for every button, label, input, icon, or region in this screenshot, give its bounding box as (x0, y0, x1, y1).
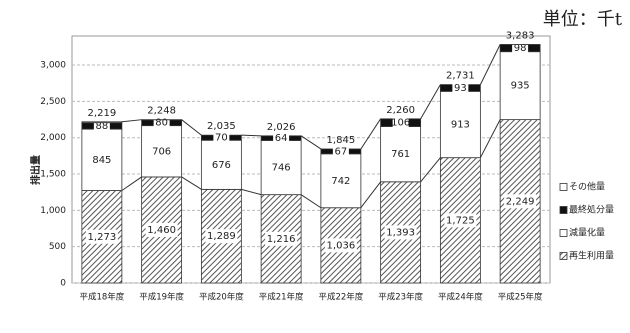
connector (300, 135, 322, 150)
connector (479, 44, 501, 85)
label-box (332, 145, 349, 158)
y-tick-label: 1,500 (40, 170, 66, 180)
data-label: 676 (212, 160, 231, 171)
label-box (205, 229, 238, 244)
connector (121, 119, 142, 123)
label-box (452, 81, 469, 94)
total-label: 2,035 (207, 121, 236, 132)
y-tick-label: 1,000 (40, 206, 66, 216)
bar-segment (380, 126, 422, 183)
label-box (444, 213, 477, 228)
data-label: 1,393 (386, 227, 415, 238)
data-label: 746 (272, 163, 291, 174)
legend-label: 最終処分量 (569, 204, 614, 216)
x-tick-label: 平成23年度 (378, 292, 423, 303)
connector (420, 84, 441, 120)
data-label: 706 (152, 146, 171, 157)
x-tick-label: 平成22年度 (318, 292, 363, 303)
total-label: 2,026 (267, 122, 296, 133)
connector (181, 119, 202, 136)
x-tick-label: 平成19年度 (139, 292, 184, 303)
legend-swatch (559, 183, 568, 191)
label-box (265, 231, 298, 246)
data-label: 2,249 (506, 196, 535, 207)
data-label: 913 (451, 120, 470, 131)
data-label: 1,460 (147, 225, 176, 236)
data-label: 1,725 (446, 215, 475, 226)
connector (420, 157, 441, 183)
label-box (384, 225, 417, 240)
data-label: 742 (331, 176, 350, 187)
legend-swatch (559, 229, 568, 237)
data-label: 1,216 (267, 234, 296, 245)
total-label: 3,283 (506, 30, 535, 41)
label-box (324, 238, 357, 253)
legend-label: その他量 (569, 181, 605, 193)
x-tick-label: 平成18年度 (79, 292, 124, 303)
x-tick-label: 平成20年度 (199, 292, 244, 303)
data-label: 88 (96, 121, 109, 132)
legend-swatch (559, 252, 568, 260)
legend-swatch (559, 206, 568, 214)
data-label: 93 (454, 83, 467, 94)
x-tick-label: 平成25年度 (498, 292, 543, 303)
bar-segment (81, 121, 123, 124)
connector (300, 194, 322, 209)
label-box (213, 131, 230, 144)
x-tick-label: 平成21年度 (259, 292, 304, 303)
total-label: 2,219 (88, 108, 117, 119)
label-box (85, 229, 118, 244)
y-axis-label: 排出量 (29, 155, 42, 185)
y-tick-label: 2,500 (40, 97, 66, 107)
data-label: 761 (391, 149, 410, 160)
label-box (504, 194, 537, 209)
legend-label: 減量化量 (569, 227, 605, 239)
y-tick-label: 2,000 (40, 133, 66, 143)
data-label: 98 (514, 43, 527, 54)
total-label: 1,845 (327, 135, 356, 146)
bar-segment (260, 140, 302, 196)
connector (241, 134, 262, 137)
bar-segment (141, 125, 183, 178)
connector (121, 176, 142, 191)
data-label: 845 (92, 155, 111, 166)
data-label: 80 (155, 118, 168, 129)
connector (360, 181, 382, 209)
label-box (392, 116, 409, 129)
label-box (145, 222, 178, 237)
connector (181, 176, 202, 190)
x-tick-label: 平成24年度 (438, 292, 483, 303)
data-label: 106 (391, 118, 410, 129)
connector (241, 188, 262, 196)
data-label: 1,289 (207, 231, 236, 242)
y-tick-label: 0 (60, 279, 66, 289)
total-label: 2,248 (147, 106, 176, 117)
legend-label: 再生利用量 (569, 250, 614, 262)
data-label: 67 (335, 146, 348, 157)
data-label: 70 (215, 133, 228, 144)
connector (360, 118, 382, 150)
y-tick-label: 500 (49, 242, 66, 252)
data-label: 935 (511, 81, 530, 92)
total-label: 2,260 (386, 105, 415, 116)
bar-segment (499, 51, 541, 121)
y-tick-label: 3,000 (40, 61, 66, 71)
total-label: 2,731 (446, 71, 475, 82)
data-label: 64 (275, 133, 288, 144)
connector (479, 119, 501, 158)
data-label: 1,036 (327, 240, 356, 251)
label-box (512, 42, 529, 55)
plot-area (71, 35, 551, 284)
data-label: 1,273 (88, 232, 117, 243)
unit: 単位：千t (543, 9, 623, 30)
bar-segment (81, 128, 123, 191)
label-box (273, 132, 290, 145)
bar-segment (439, 90, 481, 159)
